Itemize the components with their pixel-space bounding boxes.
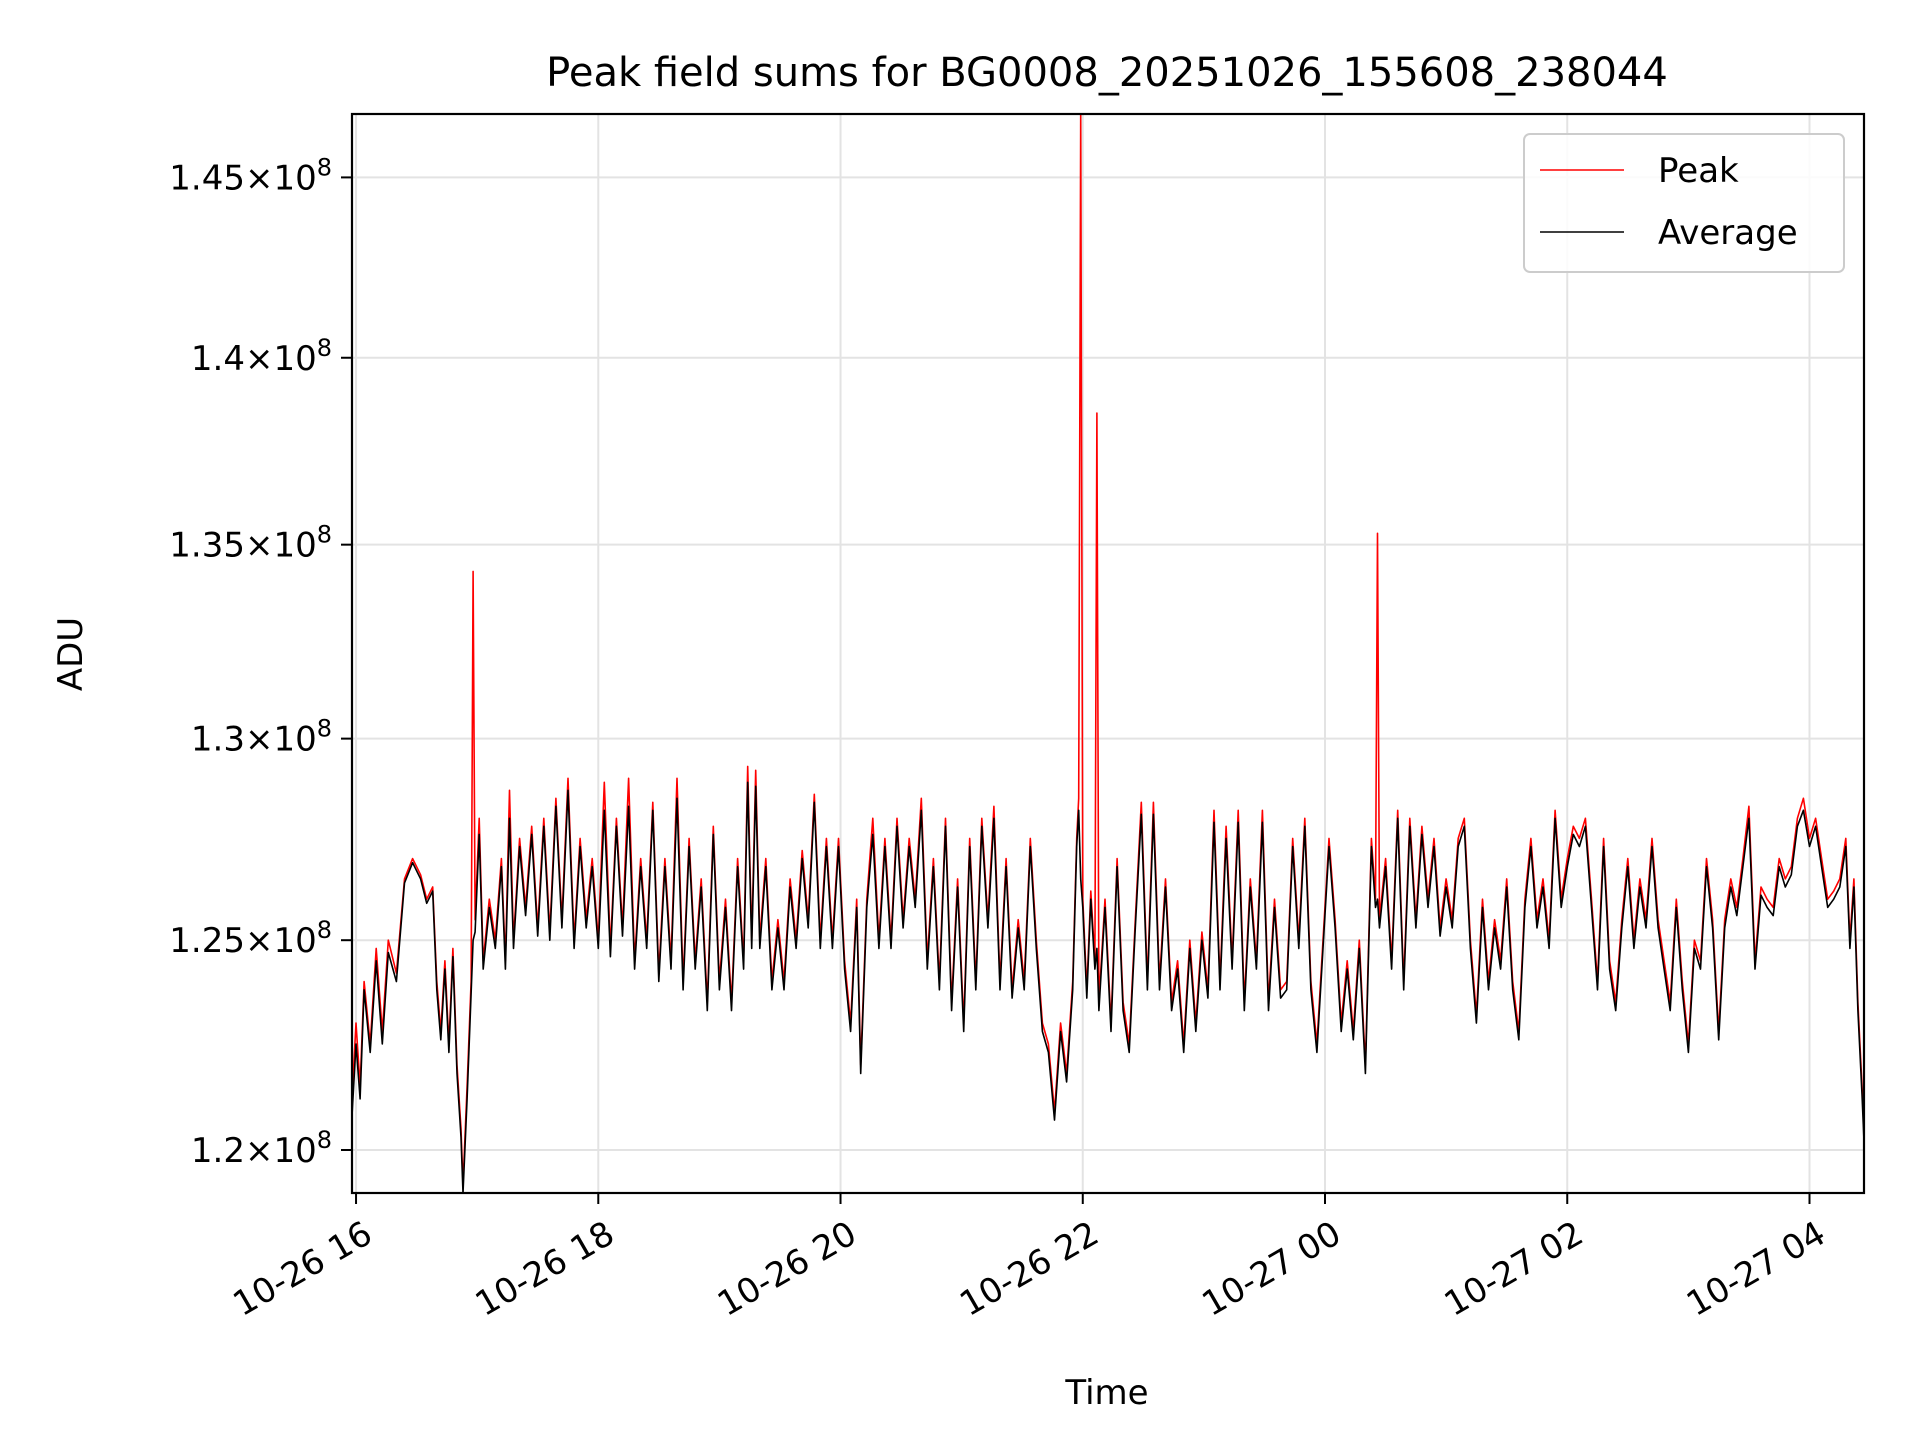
y-tick-exponent: 8	[317, 916, 332, 944]
y-tick-mantissa: 1.2	[191, 1131, 245, 1171]
legend-box	[1523, 133, 1845, 273]
y-tick-label: 1.35×108	[169, 521, 332, 566]
legend-label: Peak	[1658, 151, 1739, 191]
y-tick-times: ×	[245, 921, 274, 961]
y-tick-base: 10	[273, 720, 316, 760]
y-tick-exponent: 8	[317, 153, 332, 181]
y-tick-base: 10	[273, 158, 316, 198]
y-tick-exponent: 8	[317, 1126, 332, 1154]
y-tick-label: 1.3×108	[191, 715, 332, 760]
y-tick-exponent: 8	[317, 521, 332, 549]
y-tick-base: 10	[273, 339, 316, 379]
y-tick-mantissa: 1.35	[169, 526, 245, 566]
y-tick-label: 1.4×108	[191, 334, 332, 379]
y-tick-exponent: 8	[317, 715, 332, 743]
y-tick-base: 10	[273, 526, 316, 566]
y-axis-label: ADU	[51, 617, 91, 691]
plot-series	[352, 114, 1864, 1193]
y-axis: 1.2×1081.25×1081.3×1081.35×1081.4×1081.4…	[169, 153, 352, 1171]
series-line-average	[352, 781, 1864, 1193]
y-tick-exponent: 8	[317, 334, 332, 362]
y-tick-base: 10	[273, 921, 316, 961]
plot-frame	[350, 112, 1866, 1195]
y-tick-times: ×	[245, 158, 274, 198]
y-tick-mantissa: 1.25	[169, 921, 245, 961]
y-tick-times: ×	[245, 526, 274, 566]
y-tick-times: ×	[245, 720, 274, 760]
y-tick-times: ×	[245, 339, 274, 379]
y-tick-label: 1.2×108	[191, 1126, 332, 1171]
y-tick-label: 1.25×108	[169, 916, 332, 961]
legend: Peak Average	[1523, 133, 1845, 273]
y-tick-mantissa: 1.45	[169, 158, 245, 198]
chart-title: Peak field sums for BG0008_20251026_1556…	[546, 50, 1668, 96]
y-tick-base: 10	[273, 1131, 316, 1171]
x-axis-label: Time	[1064, 1373, 1148, 1413]
y-tick-mantissa: 1.4	[191, 339, 245, 379]
y-tick-mantissa: 1.3	[191, 720, 245, 760]
legend-label: Average	[1658, 213, 1798, 253]
y-tick-times: ×	[245, 1131, 274, 1171]
y-tick-label: 1.45×108	[169, 153, 332, 198]
grid	[352, 114, 1864, 1193]
